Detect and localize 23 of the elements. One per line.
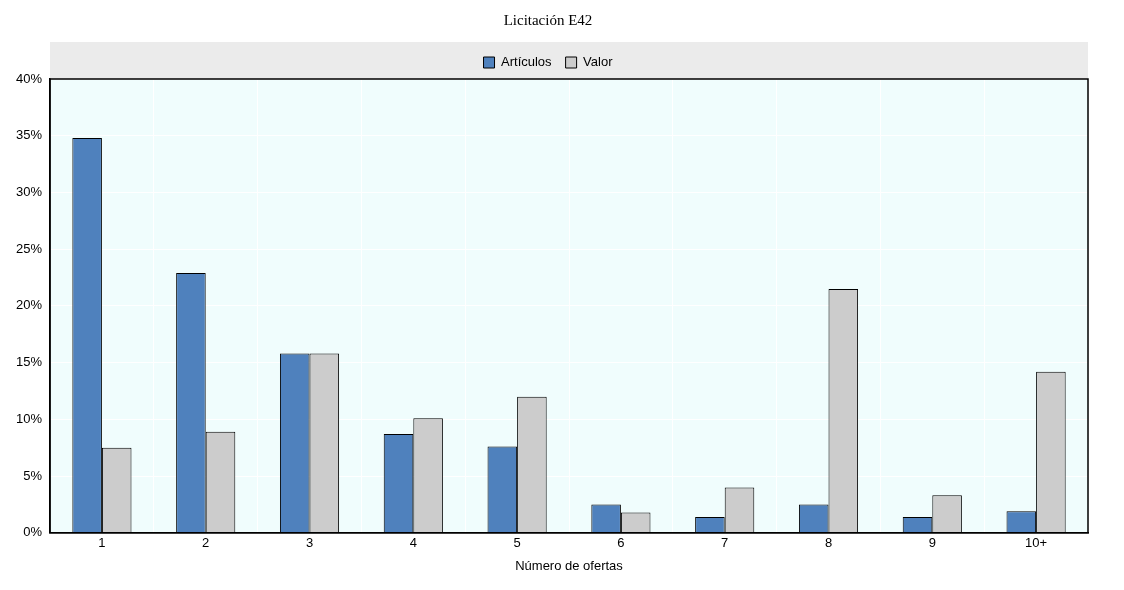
y-tick-label: 30% (15, 184, 43, 200)
x-tick-label: 1 (98, 535, 106, 551)
x-tick-label: 5 (513, 535, 521, 551)
y-tick-label: 35% (15, 127, 43, 143)
y-tick-label: 15% (15, 354, 43, 370)
x-tick-label: 4 (409, 535, 417, 551)
x-axis-title: Número de ofertas (515, 557, 624, 573)
x-tick-label: 10+ (1025, 535, 1048, 551)
x-tick-label: 3 (305, 535, 314, 551)
x-tick-label: 7 (721, 535, 729, 551)
y-tick-label: 5% (23, 467, 43, 483)
y-tick-label: 20% (15, 297, 43, 313)
y-tick-label: 25% (15, 240, 43, 256)
legend-label: Artículos (501, 54, 553, 70)
x-tick-label: 2 (202, 535, 210, 551)
chart-title: Licitación E42 (503, 11, 593, 28)
x-tick-label: 9 (928, 535, 936, 551)
x-tick-label: 6 (617, 535, 625, 551)
legend-label: Valor (583, 54, 614, 70)
y-tick-label: 0% (23, 524, 43, 540)
y-tick-label: 40% (15, 70, 43, 86)
x-tick-label: 8 (824, 535, 833, 551)
y-tick-label: 10% (15, 410, 43, 426)
